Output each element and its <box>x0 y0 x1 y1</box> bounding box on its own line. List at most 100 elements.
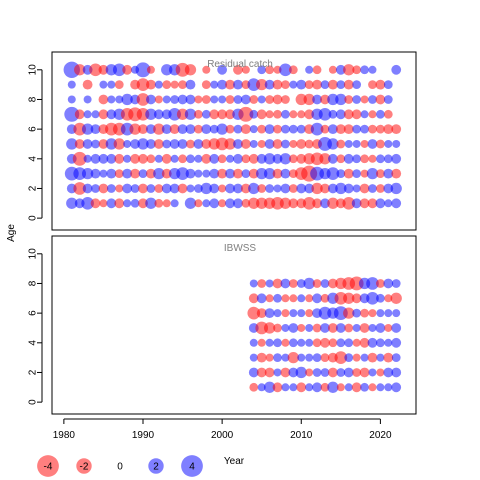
residual-catch-bubble <box>185 168 196 179</box>
residual-catch-bubble <box>161 153 172 164</box>
ibwss-y-tick-label: 8 <box>28 280 39 286</box>
legend-label: -2 <box>80 462 89 473</box>
residual-catch-bubble <box>177 183 188 194</box>
ibwss-bubble <box>312 279 322 288</box>
residual-catch-bubble <box>82 139 93 149</box>
residual-catch-bubble <box>138 169 148 179</box>
residual-catch-bubble <box>216 123 228 135</box>
residual-catch-bubble <box>225 168 235 179</box>
residual-catch-bubble <box>185 79 196 90</box>
ibwss-bubble <box>336 368 346 377</box>
residual-catch-bubble <box>194 154 203 163</box>
ibwss-bubble <box>295 366 307 379</box>
residual-catch-panel: 0 2 4 6 8 10 Residual catch <box>28 51 417 231</box>
ibwss-bubble <box>297 309 306 318</box>
residual-catch-bubble <box>209 109 220 120</box>
residual-catch-bubble <box>241 65 250 74</box>
residual-catch-bubble <box>248 197 260 209</box>
residual-catch-bubble <box>184 108 197 120</box>
ibwss-x-axis: 1980 1990 2000 2010 2020 <box>53 418 392 441</box>
residual-catch-bubble <box>210 80 219 89</box>
ibwss-bubble <box>391 353 401 363</box>
residual-catch-bubble <box>83 110 92 119</box>
residual-catch-bubble <box>161 168 172 179</box>
ibwss-bubble <box>312 382 322 393</box>
residual-catch-bubble <box>176 167 189 180</box>
residual-catch-bubble <box>233 64 243 75</box>
residual-catch-bubble <box>256 167 268 180</box>
residual-catch-bubble <box>257 124 267 134</box>
ibwss-bubble <box>384 383 393 392</box>
ibwss-bubble <box>272 278 283 289</box>
ibwss-bubble <box>383 367 394 378</box>
residual-catch-bubble <box>360 139 369 148</box>
residual-catch-bubble <box>343 183 354 194</box>
ibwss-bubble <box>288 323 299 333</box>
residual-catch-bubble <box>178 154 187 164</box>
residual-catch-bubble <box>352 139 361 148</box>
residual-catch-bubble <box>73 122 87 136</box>
residual-catch-bubble <box>153 167 165 180</box>
ibwss-bubble <box>376 309 385 318</box>
residual-catch-bubble <box>383 168 394 179</box>
residual-catch-bubble <box>146 124 156 135</box>
residual-catch-bubble <box>200 182 212 195</box>
ibwss-bubble <box>305 338 314 347</box>
residual-catch-bubble <box>256 153 267 164</box>
residual-catch-bubble <box>201 95 211 104</box>
residual-catch-bubble <box>240 94 251 105</box>
ibwss-bubble <box>265 294 274 303</box>
residual-catch-bubble <box>240 183 251 194</box>
ibwss-bubble <box>281 338 290 347</box>
residual-catch-bubble <box>352 169 362 179</box>
residual-catch-bubble <box>209 124 219 134</box>
residual-catch-bubble <box>360 169 369 178</box>
residual-catch-bubble <box>264 79 275 90</box>
residual-catch-bubble <box>162 199 171 208</box>
residual-catch-bubble <box>217 79 228 90</box>
ibwss-bubble <box>305 294 314 303</box>
x-axis-label: Year <box>224 456 245 467</box>
residual-catch-bubble <box>194 124 203 134</box>
residual-catch-bubble <box>66 138 78 150</box>
ibwss-bubble <box>249 279 258 288</box>
residual-catch-bubble <box>289 139 298 148</box>
residual-catch-bubbles <box>63 61 402 210</box>
ibwss-bubble <box>288 279 298 288</box>
residual-catch-bubble <box>248 153 259 164</box>
residual-catch-bubble <box>367 139 378 149</box>
residual-catch-bubble <box>327 93 339 106</box>
residual-catch-bubble <box>106 168 117 179</box>
residual-catch-bubble <box>90 198 101 209</box>
residual-catch-bubble <box>391 168 402 179</box>
ibwss-bubble <box>391 337 402 348</box>
ibwss-bubble <box>256 308 267 319</box>
ibwss-bubble <box>312 323 322 333</box>
residual-catch-bubble <box>209 198 220 209</box>
residual-catch-bubble <box>146 79 156 90</box>
residual-catch-bubble <box>383 80 393 90</box>
residual-catch-bubble <box>336 169 346 179</box>
ibwss-bubble <box>376 293 385 303</box>
ibwss-bubble <box>249 353 258 362</box>
residual-catch-bubble <box>359 198 370 209</box>
residual-catch-bubble <box>265 65 274 75</box>
residual-catch-bubble <box>343 153 354 164</box>
ibwss-bubble <box>360 382 369 392</box>
residual-catch-bubble <box>123 139 132 148</box>
ibwss-bubble <box>273 338 282 348</box>
residual-catch-bubble <box>303 93 315 106</box>
residual-catch-bubble <box>215 137 229 151</box>
ibwss-bubble <box>384 338 393 347</box>
ibwss-bubble <box>384 323 393 332</box>
residual-catch-bubble <box>162 95 171 104</box>
ibwss-bubble <box>312 353 322 363</box>
residual-catch-bubble <box>352 124 362 134</box>
residual-catch-bubble <box>368 184 377 193</box>
ibwss-x-tick-label: 1980 <box>53 430 76 441</box>
ibwss-y-tick-label: 10 <box>28 248 39 260</box>
residual-catch-bubble <box>138 124 148 135</box>
residual-catch-bubble <box>360 65 369 75</box>
ibwss-x-tick-label: 2000 <box>211 430 234 441</box>
residual-catch-bubble <box>225 183 235 194</box>
